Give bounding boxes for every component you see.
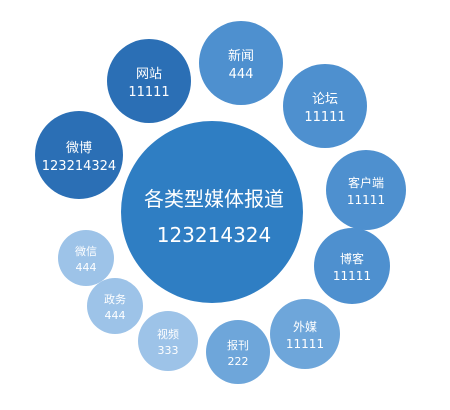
bubble-label: 网站 — [136, 67, 162, 82]
bubble-value: 444 — [105, 309, 126, 322]
bubble-value: 444 — [76, 261, 97, 274]
bubble-value: 123214324 — [42, 159, 116, 174]
bubble-label: 客户端 — [348, 175, 384, 190]
bubble-label: 论坛 — [312, 92, 338, 107]
bubble-circle — [58, 230, 114, 286]
bubble-1: 网站 11111 — [107, 39, 191, 123]
bubble-circle — [283, 64, 367, 148]
bubble-2: 新闻 444 — [199, 21, 283, 105]
center-bubble-label: 各类型媒体报道 — [144, 187, 284, 211]
bubble-circle — [199, 21, 283, 105]
bubble-circle — [35, 111, 123, 199]
bubble-9: 政务 444 — [87, 278, 143, 334]
bubble-value: 333 — [158, 344, 179, 357]
bubble-circle — [270, 299, 340, 369]
bubble-circle — [314, 228, 390, 304]
bubble-label: 外媒 — [293, 320, 317, 334]
bubble-circle — [138, 311, 198, 371]
bubble-label: 新闻 — [228, 48, 254, 64]
bubble-label: 政务 — [104, 292, 126, 306]
bubble-3: 论坛 11111 — [283, 64, 367, 148]
bubble-label: 视频 — [157, 327, 179, 341]
bubble-value: 11111 — [347, 193, 385, 207]
bubble-circle — [206, 320, 270, 384]
bubble-value: 11111 — [304, 110, 345, 125]
bubble-group: 微博123214324网站11111新闻444论坛11111客户端11111博客… — [35, 21, 406, 384]
bubble-6: 外媒 11111 — [270, 299, 340, 369]
bubble-4: 客户端 11111 — [326, 150, 406, 230]
bubble-circle — [326, 150, 406, 230]
center-bubble-circle — [121, 121, 303, 303]
bubble-0: 微博 123214324 — [35, 111, 123, 199]
bubble-label: 报刊 — [227, 338, 249, 352]
bubble-label: 微博 — [66, 141, 92, 156]
bubble-value: 11111 — [333, 269, 371, 283]
center-bubble-value: 123214324 — [157, 223, 272, 247]
center-bubble: 各类型媒体报道 123214324 — [121, 121, 303, 303]
bubble-label: 博客 — [340, 251, 364, 266]
bubble-7: 报刊 222 — [206, 320, 270, 384]
bubble-label: 微信 — [75, 244, 97, 258]
bubble-circle — [87, 278, 143, 334]
bubble-circle — [107, 39, 191, 123]
bubble-value: 222 — [228, 355, 249, 368]
bubble-value: 11111 — [128, 85, 169, 100]
bubble-5: 博客 11111 — [314, 228, 390, 304]
bubble-value: 444 — [229, 67, 254, 82]
bubble-value: 11111 — [286, 337, 324, 351]
bubble-8: 视频 333 — [138, 311, 198, 371]
bubble-10: 微信 444 — [58, 230, 114, 286]
